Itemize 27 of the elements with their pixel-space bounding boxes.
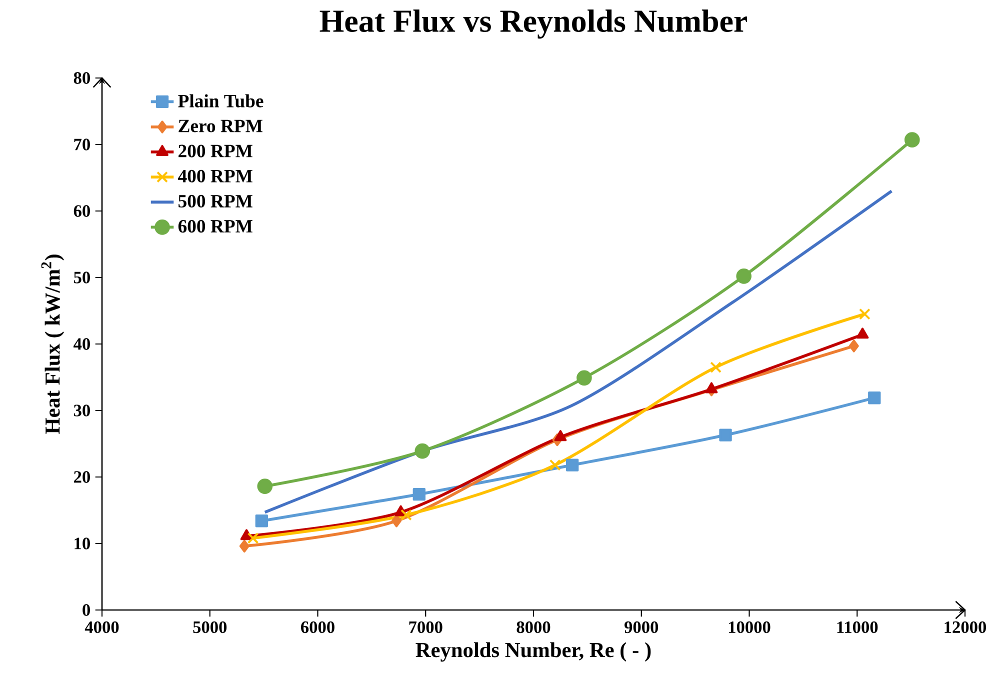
x-axis-title: Reynolds Number, Re ( - ) bbox=[416, 642, 651, 662]
legend-label: Zero RPM bbox=[178, 120, 262, 132]
y-tick-label: 20 bbox=[74, 471, 90, 483]
x-tick-label: 7000 bbox=[409, 621, 442, 634]
x-tick-label: 10000 bbox=[728, 621, 770, 634]
legend-label: 400 RPM bbox=[178, 170, 252, 182]
y-tick-label: 0 bbox=[82, 604, 90, 616]
chart-title: Heat Flux vs Reynolds Number bbox=[320, 10, 748, 39]
y-tick-label: 40 bbox=[74, 338, 90, 350]
x-tick-label: 6000 bbox=[301, 621, 334, 634]
legend-label: 200 RPM bbox=[178, 144, 252, 158]
y-tick-label: 30 bbox=[74, 404, 90, 416]
legend-label: 600 RPM bbox=[178, 220, 252, 233]
x-tick-label: 11000 bbox=[837, 621, 878, 634]
y-tick-label: 80 bbox=[74, 72, 90, 84]
legend-label: 500 RPM bbox=[178, 194, 252, 208]
legend-label: Plain Tube bbox=[178, 94, 264, 108]
x-tick-label: 9000 bbox=[624, 621, 658, 634]
x-tick-label: 5000 bbox=[193, 621, 227, 634]
x-tick-label: 4000 bbox=[84, 621, 119, 634]
y-tick-label: 10 bbox=[74, 538, 90, 550]
y-axis-title: Heat Flux ( kW/m$^{2}$) bbox=[41, 254, 64, 434]
y-tick-label: 70 bbox=[74, 138, 90, 150]
y-tick-label: 60 bbox=[74, 205, 90, 217]
y-tick-label: 50 bbox=[74, 272, 90, 284]
x-tick-label: 12000 bbox=[944, 621, 986, 634]
x-tick-label: 8000 bbox=[516, 621, 550, 634]
